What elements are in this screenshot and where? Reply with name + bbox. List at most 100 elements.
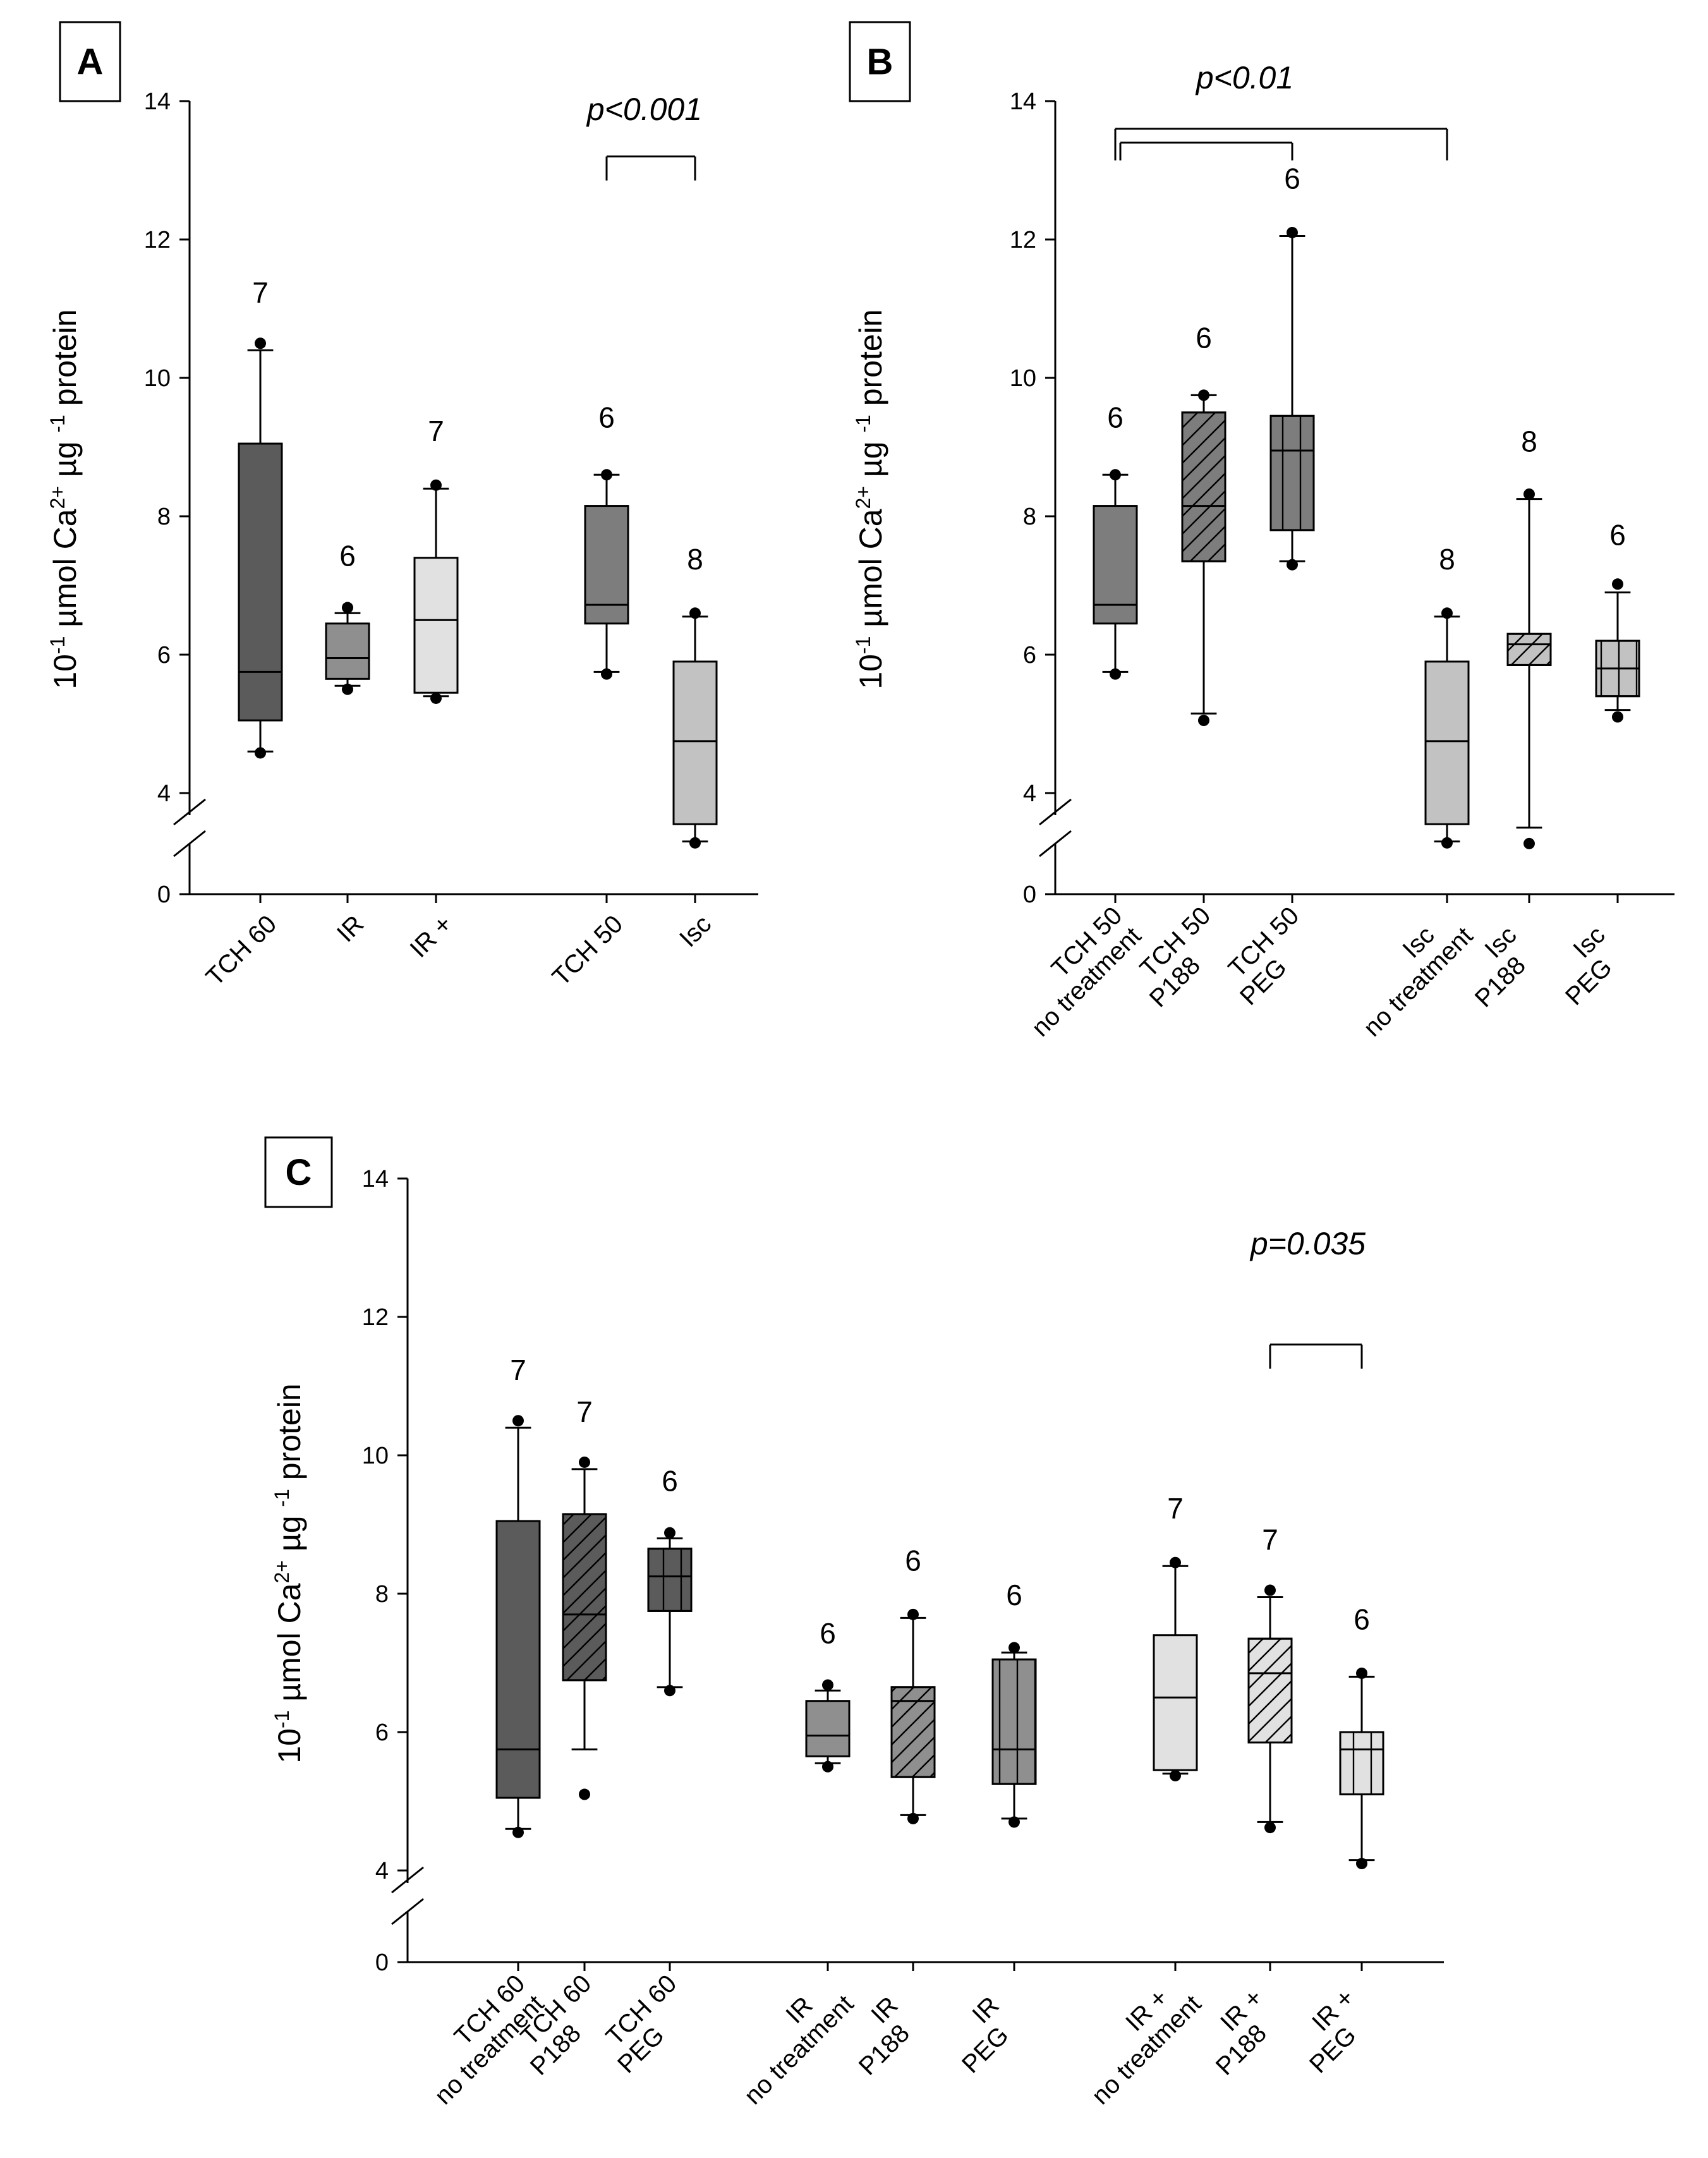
outlier-point (1264, 1584, 1276, 1596)
box-0: 6 TCH 50no treatment (1007, 401, 1147, 1042)
outlier-point (1008, 1816, 1020, 1828)
n-label: 6 (1609, 518, 1626, 551)
axis-break-mark (391, 1866, 424, 1894)
box-body (1153, 1634, 1198, 1771)
box-4: 8 Isc (672, 543, 718, 952)
y-tick-label: 6 (1023, 642, 1036, 669)
box-8: 6 IR +PEG (1304, 1603, 1384, 2078)
category-label: TCH 50P188 (1125, 902, 1236, 1013)
n-label: 7 (428, 415, 444, 447)
outlier-point (1441, 607, 1453, 619)
box-2: 7 IR + (404, 415, 459, 963)
box-3: 6 IRno treatment (719, 1616, 859, 2110)
outlier-point (579, 1456, 590, 1468)
n-label: 8 (1439, 543, 1455, 576)
box-body (413, 557, 459, 694)
outlier-point (1356, 1858, 1367, 1870)
outlier-point (1170, 1556, 1181, 1568)
outlier-point (342, 602, 353, 614)
outlier-point (1198, 715, 1209, 727)
n-label: 6 (905, 1544, 921, 1577)
axis-break-mark (173, 830, 206, 858)
y-tick-label: 4 (157, 780, 171, 807)
outlier-point (689, 837, 701, 849)
significance-bracket: p=0.035 (1249, 1226, 1366, 1369)
panel-label-box (849, 21, 911, 102)
box-2: 6 TCH 50PEG (1215, 162, 1324, 1011)
y-tick-label: 6 (375, 1719, 389, 1746)
outlier-point (822, 1761, 833, 1773)
y-tick-label: 12 (362, 1304, 389, 1331)
category-label: IRPEG (937, 1991, 1024, 2078)
y-tick-label: 8 (375, 1581, 389, 1608)
y-tick-label: 14 (144, 88, 171, 115)
box-body (325, 622, 370, 680)
n-label: 7 (1262, 1523, 1278, 1556)
panel-a: A 0 4 6 8 10 12 14 10-1 µmol Ca2+ µg -1 protein 7… (46, 21, 758, 991)
y-tick-label: 10 (1010, 365, 1036, 392)
box-hatch (890, 1686, 936, 1778)
outlier-point (579, 1788, 590, 1800)
axis-break-mark (391, 1898, 424, 1925)
outlier-point (1110, 469, 1121, 481)
outlier-point (1287, 227, 1298, 239)
outlier-point (1441, 837, 1453, 849)
outlier-point (1287, 559, 1298, 571)
outlier-point (689, 607, 701, 619)
panel-b: B 0 4 6 8 10 12 14 10-1 µmol Ca2+ µg -1 protein 6… (849, 21, 1675, 1042)
box-body (1093, 505, 1138, 625)
box-6: 7 IR +no treatment (1086, 1492, 1206, 2110)
box-hatch (1247, 1637, 1293, 1743)
outlier-point (601, 668, 612, 680)
y-tick-label: 12 (1010, 227, 1036, 253)
panel-c: C 0 4 6 8 10 12 14 10-1 µmol Ca2+ µg -1 protein 7… (264, 1136, 1444, 2110)
box-hatch (647, 1548, 693, 1612)
category-label: IR + (404, 910, 457, 963)
box-hatch (1506, 633, 1552, 666)
n-label: 8 (1521, 425, 1537, 458)
box-hatch (1339, 1731, 1384, 1796)
box-hatch (562, 1513, 607, 1682)
outlier-point (255, 747, 266, 759)
outlier-point (664, 1685, 675, 1697)
box-5: 6 IscPEG (1541, 518, 1640, 1010)
axis-break-mark (1039, 830, 1072, 858)
category-label: IR (332, 910, 369, 947)
box-body (584, 505, 629, 625)
box-hatch (1269, 415, 1315, 531)
box-body (805, 1700, 851, 1757)
n-label: 6 (1196, 321, 1212, 354)
category-label: TCH 50PEG (1215, 902, 1324, 1011)
outlier-point (1264, 1822, 1276, 1834)
box-body (495, 1520, 541, 1799)
outlier-point (907, 1812, 919, 1824)
category-label: TCH 50no treatment (1007, 902, 1147, 1042)
panel-label-box (264, 1136, 333, 1208)
outlier-point (822, 1679, 833, 1691)
significance-bracket: p<0.001 (586, 92, 702, 181)
panel-label-box (59, 21, 121, 102)
axis-break-mark (173, 798, 206, 826)
outlier-point (512, 1826, 524, 1838)
category-label: IRno treatment (719, 1970, 859, 2110)
n-label: 8 (687, 543, 703, 576)
n-label: 6 (1284, 162, 1300, 195)
box-body (238, 442, 283, 722)
y-tick-label: 4 (1023, 780, 1036, 807)
box-3: 8 Iscno treatment (1358, 543, 1478, 1042)
category-label: TCH 60PEG (593, 1970, 702, 2079)
category-label: TCH 50 (547, 910, 629, 991)
n-label: 6 (820, 1616, 836, 1649)
outlier-point (907, 1608, 919, 1620)
y-axis-label: 10-1 µmol Ca2+ µg -1 protein (270, 1383, 307, 1763)
box-1: 6 TCH 50P188 (1125, 321, 1236, 1013)
y-tick-label: 8 (1023, 504, 1036, 530)
y-tick-label: 4 (375, 1858, 389, 1884)
y-tick-label: 14 (362, 1166, 389, 1192)
y-tick-label: 14 (1010, 88, 1036, 115)
category-label: IscPEG (1541, 921, 1630, 1010)
panel-label: C (286, 1152, 312, 1193)
outlier-point (342, 683, 353, 695)
outlier-point (512, 1415, 524, 1427)
